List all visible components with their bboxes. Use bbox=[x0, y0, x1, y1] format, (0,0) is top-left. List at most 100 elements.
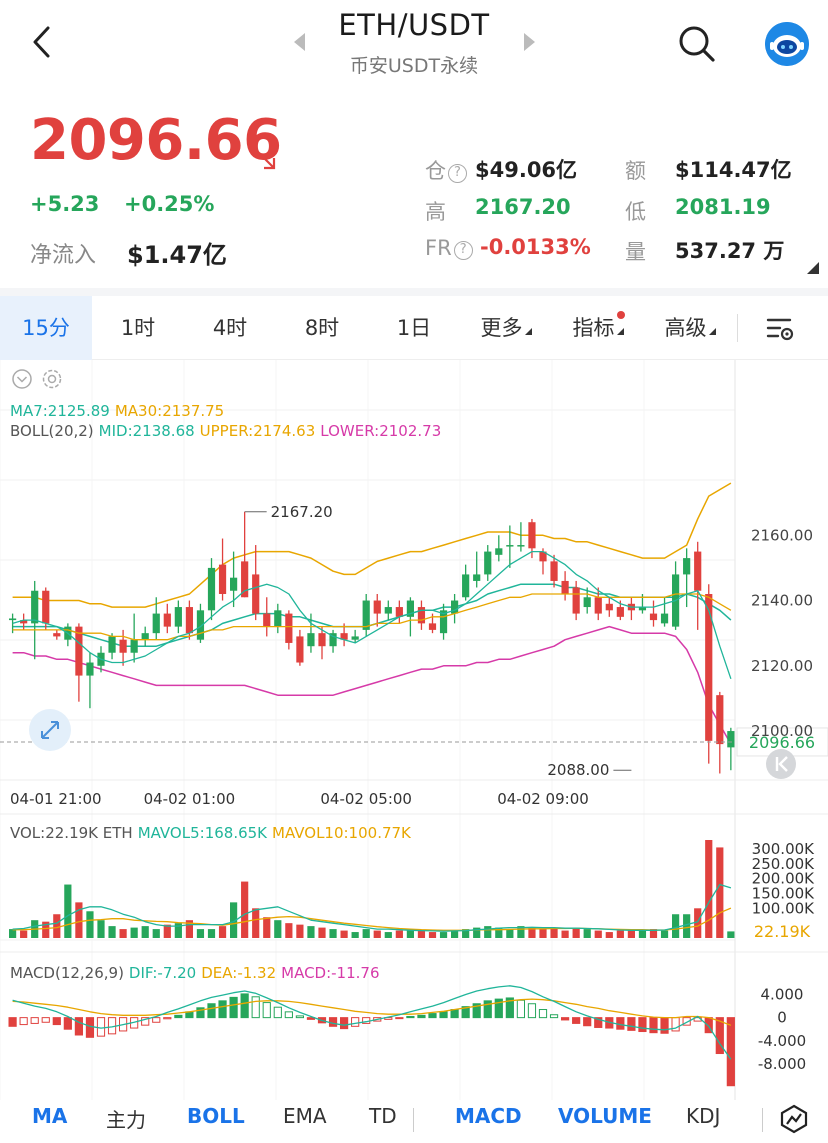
tab-5[interactable]: 更多 bbox=[460, 296, 552, 360]
dropdown-caret-icon bbox=[616, 328, 624, 335]
candle-body bbox=[649, 613, 658, 621]
macd-histogram-bar bbox=[207, 1003, 216, 1019]
volume-bar bbox=[462, 929, 470, 938]
high-label: 2167.20 bbox=[271, 503, 333, 521]
chart-settings-icon[interactable] bbox=[766, 316, 796, 342]
back-arrow-icon[interactable] bbox=[26, 22, 58, 62]
indicator-kdj[interactable]: KDJ bbox=[686, 1104, 721, 1128]
legend-item: BOLL(20,2) bbox=[10, 422, 94, 440]
volume-bar bbox=[351, 932, 359, 938]
expand-icon[interactable] bbox=[29, 709, 71, 751]
change-abs: +5.23 bbox=[30, 192, 100, 216]
volume-bar bbox=[64, 884, 72, 938]
interval-tabs: 15分 1时 4时 8时 1日 更多 指标 高级 bbox=[0, 296, 828, 360]
candle-body bbox=[727, 731, 735, 748]
candle-body bbox=[285, 613, 293, 643]
indicator-ma[interactable]: MA bbox=[32, 1104, 68, 1128]
pair-title[interactable]: ETH/USDT bbox=[338, 8, 490, 42]
volume-bar bbox=[75, 902, 83, 938]
next-pair-icon[interactable] bbox=[524, 33, 535, 51]
macd-legend: MACD(12,26,9) DIF:-7.20 DEA:-1.32 MACD:-11.… bbox=[10, 964, 380, 982]
gear-icon[interactable] bbox=[42, 369, 62, 389]
candle-body bbox=[119, 639, 127, 653]
tab-1[interactable]: 1时 bbox=[92, 296, 184, 360]
candles bbox=[9, 511, 735, 774]
macd-histogram-bar bbox=[340, 1017, 349, 1030]
macd-histogram-bar bbox=[19, 1017, 28, 1026]
macd-tick: -8.000 bbox=[758, 1055, 806, 1073]
tab-label: 1时 bbox=[120, 316, 156, 340]
candle-body bbox=[451, 600, 459, 614]
collapse-icon[interactable] bbox=[12, 369, 32, 389]
stat-label-text: 高 bbox=[425, 200, 446, 224]
candle-body bbox=[108, 636, 116, 653]
legend-item: VOL:22.19K ETH bbox=[10, 824, 133, 842]
time-tick: 04-02 05:00 bbox=[320, 790, 412, 808]
volume-bar bbox=[20, 930, 28, 938]
indicator-boll[interactable]: BOLL bbox=[187, 1104, 245, 1128]
indicator-主力[interactable]: 主力 bbox=[106, 1108, 146, 1132]
kline-chart[interactable]: MA7:2125.89 MA30:2137.75 BOLL(20,2) MID:21… bbox=[0, 360, 828, 1100]
notification-dot bbox=[617, 311, 625, 319]
draw-tool-icon[interactable] bbox=[779, 1104, 809, 1134]
tab-2[interactable]: 4时 bbox=[184, 296, 276, 360]
indicator-volume[interactable]: VOLUME bbox=[558, 1104, 652, 1128]
macd-histogram-bar bbox=[516, 999, 525, 1019]
tab-6[interactable]: 指标 bbox=[552, 296, 644, 360]
stat-label-text: 量 bbox=[625, 240, 646, 264]
volume-bar bbox=[230, 902, 238, 938]
stat-label-text: 低 bbox=[625, 200, 646, 224]
tab-3[interactable]: 8时 bbox=[276, 296, 368, 360]
indicator-td[interactable]: TD bbox=[369, 1104, 397, 1128]
volume-bar bbox=[627, 930, 635, 938]
help-icon[interactable]: ? bbox=[448, 164, 467, 183]
volume-bar bbox=[561, 930, 569, 938]
candle-body bbox=[506, 545, 514, 547]
candle-body bbox=[230, 577, 238, 591]
indicator-macd[interactable]: MACD bbox=[455, 1104, 522, 1128]
candle-body bbox=[517, 545, 525, 547]
volume-bar bbox=[495, 927, 503, 938]
candle-body bbox=[20, 620, 28, 624]
tab-label: 8时 bbox=[304, 316, 340, 340]
macd-histogram-bar bbox=[96, 1017, 106, 1037]
volume-bar bbox=[638, 930, 647, 938]
macd-histogram-bar bbox=[395, 1017, 404, 1020]
macd-histogram-bar bbox=[152, 1017, 161, 1023]
macd-histogram-bar bbox=[439, 1011, 448, 1019]
macd-histogram-bar bbox=[638, 1017, 647, 1033]
indicator-ema[interactable]: EMA bbox=[283, 1104, 327, 1128]
tab-7[interactable]: 高级 bbox=[644, 296, 736, 360]
down-right-arrow-icon bbox=[259, 153, 276, 170]
help-icon[interactable]: ? bbox=[453, 241, 473, 260]
volume-bar bbox=[484, 926, 492, 938]
volume-bar bbox=[318, 927, 326, 938]
volume-bar bbox=[417, 930, 426, 938]
volume-bar bbox=[174, 923, 182, 938]
tab-0[interactable]: 15分 bbox=[0, 296, 92, 360]
search-icon[interactable] bbox=[677, 24, 717, 64]
prev-pair-icon[interactable] bbox=[294, 33, 305, 51]
dropdown-caret-icon bbox=[708, 328, 716, 335]
macd-histogram-bar bbox=[328, 1017, 338, 1027]
candle-body bbox=[605, 603, 613, 611]
volume-bar bbox=[207, 929, 216, 938]
boll-upper-line bbox=[12, 482, 732, 608]
volume-bar bbox=[252, 908, 260, 938]
tab-label: 4时 bbox=[212, 316, 248, 340]
dif-line bbox=[12, 985, 732, 1060]
jump-latest-icon[interactable] bbox=[766, 749, 796, 779]
volume-bar bbox=[539, 929, 547, 938]
macd-histogram-bar bbox=[74, 1017, 84, 1036]
macd-tick: 4.000 bbox=[761, 985, 804, 1003]
volume-tag bbox=[737, 918, 828, 944]
macd-histogram-bar bbox=[85, 1017, 95, 1038]
candle-body bbox=[53, 633, 61, 637]
robot-avatar-icon[interactable] bbox=[765, 22, 809, 66]
candle-body bbox=[163, 613, 171, 627]
macd-histogram-bar bbox=[505, 997, 514, 1019]
tab-4[interactable]: 1日 bbox=[368, 296, 460, 360]
volume-bar bbox=[683, 914, 691, 938]
expand-corner-icon[interactable] bbox=[807, 262, 819, 274]
